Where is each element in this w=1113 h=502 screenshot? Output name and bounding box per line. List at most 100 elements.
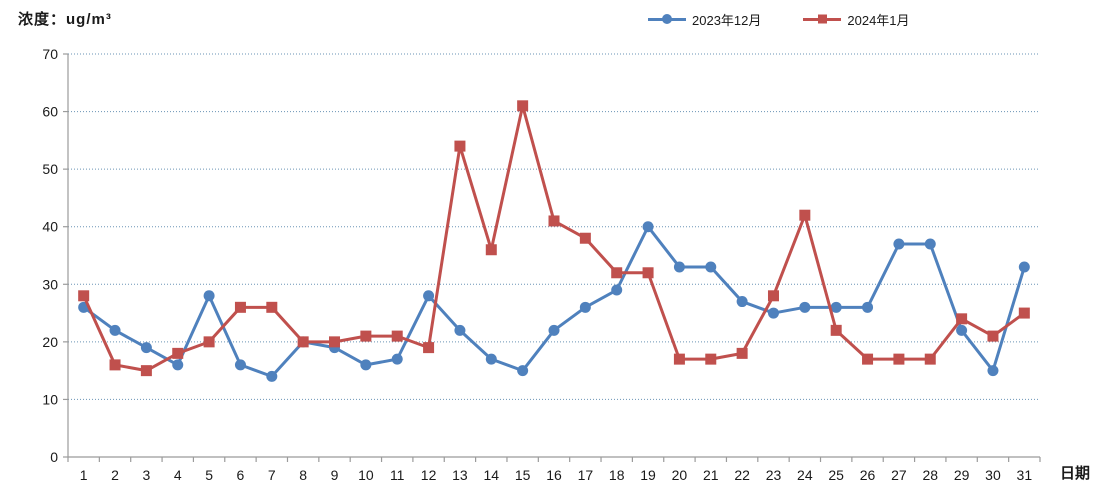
x-tick-label: 19: [640, 467, 656, 483]
x-tick-label: 23: [766, 467, 782, 483]
y-axis-title: 浓度：ug/m³: [18, 11, 112, 28]
legend-circle-marker-icon: [662, 14, 672, 24]
data-point-circle: [736, 296, 748, 308]
data-point-square: [862, 353, 874, 365]
data-point-circle: [862, 301, 874, 313]
legend-square-marker-icon: [818, 14, 828, 24]
data-point-square: [517, 100, 529, 112]
x-axis-title: 日期: [1060, 465, 1091, 482]
data-point-circle: [423, 290, 435, 302]
data-point-circle: [360, 359, 372, 371]
legend-item-dec-2023: 2023年12月: [648, 11, 762, 28]
data-point-square: [987, 330, 999, 342]
data-point-circle: [109, 324, 121, 336]
y-tick-label: 30: [42, 276, 58, 292]
x-tick-label: 18: [609, 467, 625, 483]
data-point-circle: [1018, 261, 1030, 273]
x-tick-label: 22: [734, 467, 750, 483]
y-tick-label: 70: [42, 46, 58, 62]
data-point-square: [78, 290, 90, 302]
data-point-circle: [673, 261, 685, 273]
data-point-circle: [956, 324, 968, 336]
y-tick-label: 50: [42, 161, 58, 177]
data-point-square: [360, 330, 372, 342]
x-tick-label: 16: [546, 467, 562, 483]
data-point-square: [423, 342, 435, 354]
data-point-square: [485, 244, 497, 256]
data-point-circle: [987, 365, 999, 377]
data-point-square: [611, 267, 623, 279]
data-point-square: [736, 347, 748, 359]
x-tick-label: 14: [484, 467, 500, 483]
data-point-square: [799, 209, 811, 221]
x-tick-label: 6: [237, 467, 245, 483]
data-point-circle: [234, 359, 246, 371]
data-point-circle: [893, 238, 905, 250]
data-point-square: [329, 336, 341, 348]
data-point-square: [203, 336, 215, 348]
x-tick-label: 10: [358, 467, 374, 483]
x-tick-label: 20: [672, 467, 688, 483]
y-axis: 0 10 20 30 40 50 60 70: [42, 46, 69, 465]
data-point-circle: [485, 353, 497, 365]
y-tick-label: 10: [42, 391, 58, 407]
data-point-square: [767, 290, 779, 302]
data-point-square: [705, 353, 717, 365]
data-point-square: [830, 324, 842, 336]
y-tick-label: 0: [50, 449, 58, 465]
data-point-square: [893, 353, 905, 365]
data-point-square: [454, 140, 466, 152]
x-tick-label: 15: [515, 467, 531, 483]
data-point-circle: [799, 301, 811, 313]
data-point-square: [172, 347, 184, 359]
x-tick-label: 24: [797, 467, 813, 483]
legend-label-dec-2023: 2023年12月: [692, 12, 762, 28]
data-point-square: [140, 365, 152, 377]
data-point-circle: [517, 365, 529, 377]
gridlines: [68, 53, 1040, 400]
data-point-square: [109, 359, 121, 371]
data-point-square: [234, 301, 246, 313]
data-point-square: [266, 301, 278, 313]
data-point-circle: [924, 238, 936, 250]
y-tick-label: 20: [42, 334, 58, 350]
x-tick-label: 5: [205, 467, 213, 483]
data-point-circle: [203, 290, 215, 302]
x-tick-label: 4: [174, 467, 182, 483]
data-point-square: [642, 267, 654, 279]
x-tick-label: 7: [268, 467, 276, 483]
data-point-circle: [611, 284, 623, 296]
legend: 2023年12月 2024年1月: [648, 11, 910, 28]
data-point-circle: [140, 342, 152, 354]
legend-label-jan-2024: 2024年1月: [847, 12, 910, 28]
legend-item-jan-2024: 2024年1月: [803, 11, 910, 28]
x-tick-label: 13: [452, 467, 468, 483]
data-point-circle: [454, 324, 466, 336]
x-axis: 1 2 3 4 5 6 7 8 9 10 11 12 13 14 15 16 17 18 19 20 21 22 23 24 2…: [67, 456, 1041, 483]
series-1: [78, 100, 1030, 377]
x-tick-label: 11: [390, 467, 405, 483]
data-point-circle: [767, 307, 779, 319]
x-tick-label: 30: [985, 467, 1001, 483]
data-point-circle: [642, 221, 654, 233]
data-point-square: [956, 313, 968, 325]
data-point-circle: [705, 261, 717, 273]
data-point-circle: [266, 370, 278, 382]
data-point-square: [673, 353, 685, 365]
x-tick-label: 26: [860, 467, 876, 483]
x-tick-label: 31: [1017, 467, 1033, 483]
y-tick-label: 60: [42, 104, 58, 120]
data-point-square: [1018, 307, 1030, 319]
x-tick-label: 9: [331, 467, 339, 483]
x-tick-label: 12: [421, 467, 437, 483]
x-tick-label: 21: [703, 467, 719, 483]
data-point-circle: [579, 301, 591, 313]
x-tick-label: 2: [111, 467, 119, 483]
x-tick-label: 27: [891, 467, 907, 483]
data-point-square: [924, 353, 936, 365]
x-tick-label: 25: [828, 467, 844, 483]
data-point-square: [548, 215, 560, 227]
x-tick-label: 1: [80, 467, 88, 483]
